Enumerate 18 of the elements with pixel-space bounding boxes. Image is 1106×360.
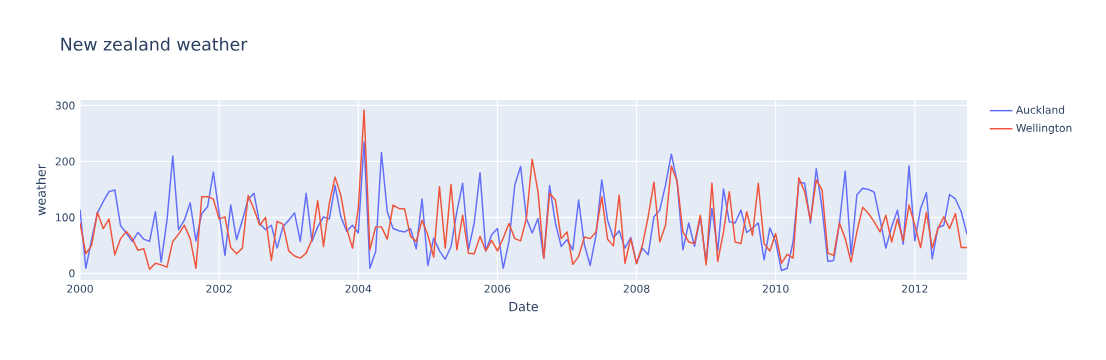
legend-label: Wellington (1016, 123, 1072, 135)
x-tick-label: 2006 (484, 284, 511, 293)
y-tick-label: 0 (69, 269, 75, 278)
x-tick-label: 2002 (206, 284, 232, 293)
x-tick-label: 2012 (902, 284, 928, 293)
x-tick-label: 2000 (67, 284, 93, 293)
line-series (80, 109, 967, 271)
y-tick-label: 200 (55, 157, 75, 166)
chart-title: New zealand weather (61, 37, 248, 51)
y-axis-title: weather (36, 164, 46, 216)
x-tick-label: 2010 (762, 284, 789, 293)
x-tick-label: 2004 (345, 284, 372, 293)
line-series (80, 141, 967, 272)
x-tick-label: 2008 (623, 284, 650, 293)
legend-label: Auckland (1015, 105, 1065, 114)
y-tick-label: 100 (56, 213, 75, 222)
x-axis-title: Date (509, 301, 538, 312)
y-tick-label: 300 (55, 101, 75, 110)
